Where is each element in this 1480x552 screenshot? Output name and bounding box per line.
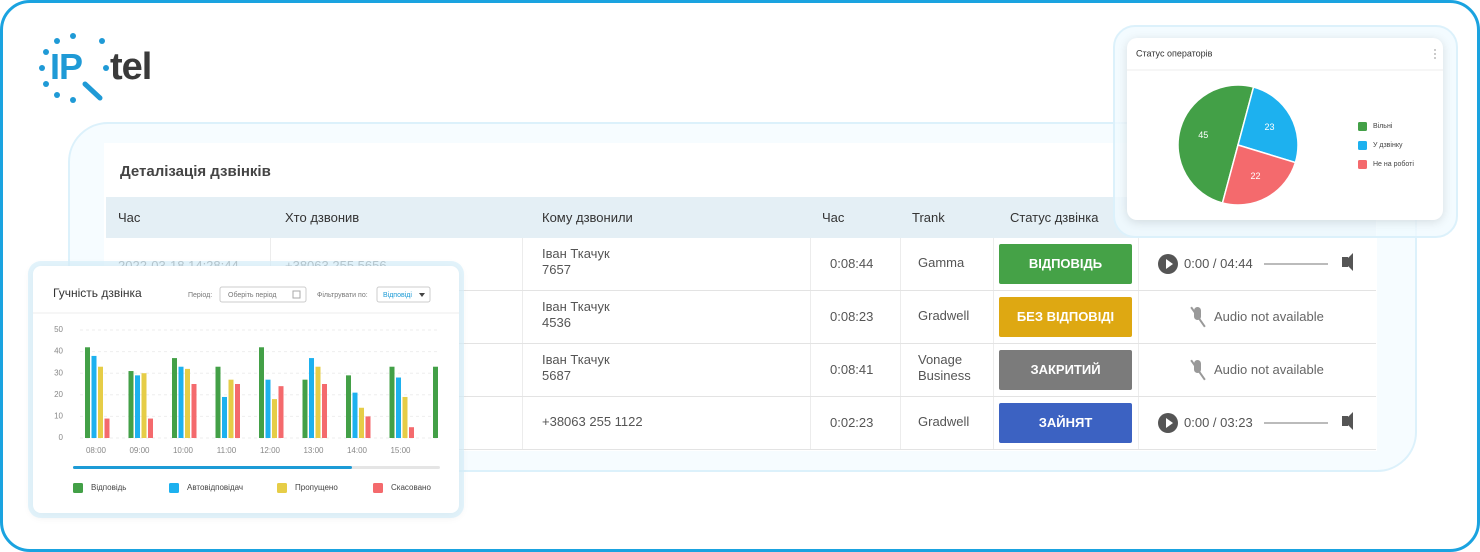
bar (322, 384, 327, 438)
bar (148, 418, 153, 438)
y-tick-label: 10 (54, 412, 63, 421)
bar (309, 358, 314, 438)
value-label: 23 (1264, 122, 1274, 132)
legend-label: Відповідь (91, 483, 126, 492)
legend-swatch (1358, 160, 1367, 169)
logo-dots (39, 33, 109, 103)
bar (98, 366, 103, 438)
y-tick-label: 40 (54, 347, 63, 356)
pie-slice (1221, 144, 1297, 206)
x-tick-label: 12:00 (260, 446, 281, 455)
chart-title: Гучність дзвінка (53, 286, 142, 300)
bar (315, 366, 321, 438)
x-tick-label: 11:00 (217, 446, 237, 455)
bar (215, 366, 221, 438)
bar-chart: Гучність дзвінка Період: Оберіть період … (33, 286, 459, 493)
bar (365, 416, 371, 438)
legend-label: У дзвінку (1373, 141, 1403, 149)
bar (185, 368, 190, 438)
y-tick-label: 0 (59, 433, 64, 442)
pie-slice (1237, 86, 1299, 164)
bar (172, 358, 177, 438)
bar (191, 384, 197, 438)
bar (272, 399, 277, 438)
bar (396, 377, 401, 438)
bar (402, 396, 408, 438)
bar (228, 379, 234, 438)
y-tick-label: 30 (54, 368, 63, 377)
bar (433, 366, 438, 438)
period-input[interactable] (219, 286, 307, 303)
bar (259, 347, 264, 438)
period-label: Період: (188, 291, 212, 299)
legend-swatch (373, 483, 383, 493)
legend-label: Не на роботі (1373, 160, 1414, 168)
bar (352, 392, 358, 438)
bar (135, 375, 140, 438)
legend-swatch (277, 483, 287, 493)
bar (235, 384, 240, 438)
scroll-thumb[interactable] (73, 466, 352, 469)
bar (178, 366, 184, 438)
logo: IP tel (30, 28, 180, 108)
bar (141, 373, 147, 438)
bar (359, 407, 364, 438)
bar-card: Гучність дзвінка Період: Оберіть період … (33, 266, 459, 513)
calendar-icon (292, 290, 301, 299)
y-tick-label: 20 (54, 390, 63, 399)
bar (222, 396, 227, 438)
filter-label: Фільтрувати по: (317, 291, 368, 299)
x-tick-label: 14:00 (347, 446, 368, 455)
bar (346, 375, 351, 438)
bar (265, 379, 271, 438)
x-tick-label: 13:00 (303, 446, 324, 455)
bar (389, 366, 395, 438)
x-tick-label: 15:00 (390, 446, 411, 455)
bar (278, 386, 284, 438)
menu-icon[interactable] (1434, 49, 1436, 59)
pie-card: Статус операторів 45 23 22 Вільні У дзвінку Н… (1127, 38, 1443, 220)
table-title: Деталізація дзвінків (120, 163, 271, 180)
x-tick-label: 08:00 (86, 446, 107, 455)
bar (85, 347, 90, 438)
pie-chart: Статус операторів 45 23 22 Вільні У дзвінку Н… (1127, 48, 1443, 206)
legend-swatch (169, 483, 179, 493)
legend-swatch (73, 483, 83, 493)
legend-label: Скасовано (391, 483, 431, 492)
filter-select[interactable] (376, 286, 431, 303)
legend-label: Вільні (1373, 122, 1393, 130)
legend-label: Пропущено (295, 483, 338, 492)
pie-slice (1177, 84, 1255, 204)
bar (128, 371, 134, 438)
bar (302, 379, 308, 438)
bar (409, 427, 414, 438)
y-tick-label: 50 (54, 325, 63, 334)
logo-left: IP (50, 46, 83, 87)
x-tick-label: 10:00 (173, 446, 194, 455)
bar (104, 418, 110, 438)
value-label: 45 (1198, 130, 1208, 140)
legend-label: Автовідповідач (187, 483, 243, 492)
chart-title: Статус операторів (1136, 48, 1213, 58)
bar (91, 355, 97, 438)
legend-swatch (1358, 122, 1367, 131)
dropdown-arrow (419, 293, 425, 297)
x-tick-label: 09:00 (129, 446, 150, 455)
logo-right: tel (110, 46, 152, 88)
period-placeholder: Оберіть період (228, 291, 276, 299)
filter-value: Відповіді (383, 291, 412, 299)
legend-swatch (1358, 141, 1367, 150)
value-label: 22 (1250, 171, 1260, 181)
